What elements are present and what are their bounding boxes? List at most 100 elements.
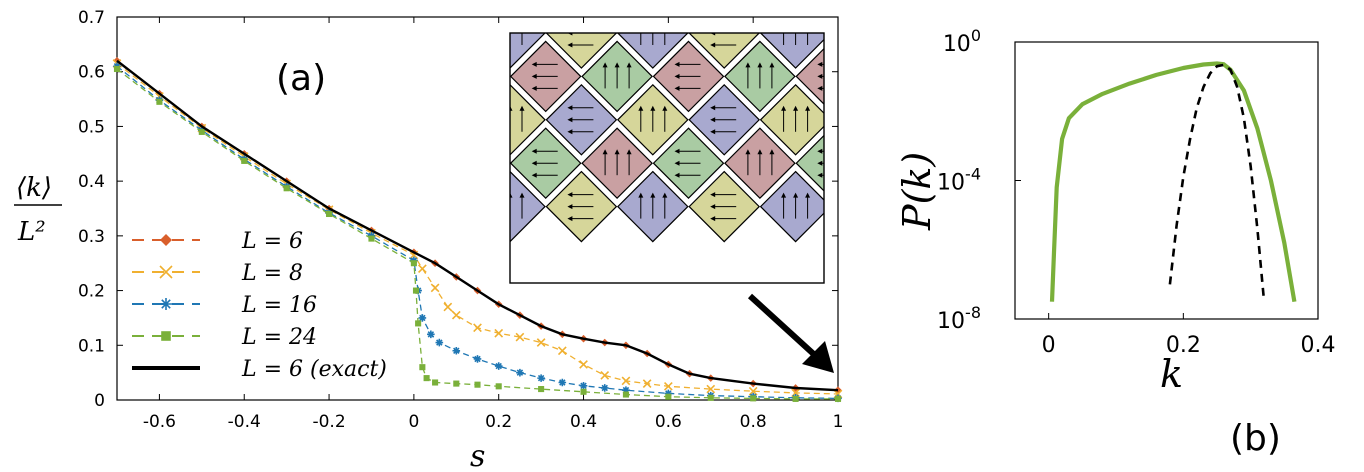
data-point bbox=[622, 391, 629, 398]
lattice-arrow-head bbox=[710, 117, 716, 123]
legend-marker bbox=[160, 298, 172, 310]
lattice-arrow-head bbox=[817, 172, 823, 178]
series-3 bbox=[113, 65, 842, 402]
lattice-arrow-head bbox=[425, 129, 430, 134]
lattice-tile bbox=[868, 0, 938, 25]
lattice-arrow-head bbox=[781, 105, 787, 111]
lattice-arrow-head bbox=[710, 204, 716, 210]
lattice-arrow-head bbox=[793, 19, 798, 24]
lattice-arrow-head bbox=[781, 192, 787, 198]
lattice-arrow-head bbox=[710, 105, 716, 111]
lattice-arrow-head bbox=[472, 149, 477, 154]
lattice-arrow-head bbox=[602, 149, 608, 155]
lattice-arrow-head bbox=[602, 62, 608, 68]
y-tick-label: 0.3 bbox=[78, 227, 105, 247]
y-tick-label: 0.5 bbox=[78, 117, 105, 137]
lattice-arrow-head bbox=[531, 85, 537, 91]
lattice-arrow-head bbox=[817, 61, 823, 67]
data-point bbox=[495, 383, 502, 390]
lattice-tile bbox=[759, 170, 824, 243]
lattice-arrow-head bbox=[757, 149, 763, 155]
lattice-arrow-head bbox=[853, 117, 858, 122]
lattice-arrow-head bbox=[853, 31, 858, 36]
lattice-arrow-head bbox=[769, 62, 775, 68]
data-point bbox=[494, 328, 504, 338]
y-tick-label: 0.4 bbox=[78, 172, 105, 192]
lattice-arrow-head bbox=[638, 19, 643, 24]
lattice-tile bbox=[688, 33, 761, 69]
lattice-tile bbox=[511, 0, 581, 25]
data-point bbox=[600, 384, 609, 392]
legend-marker bbox=[159, 265, 173, 279]
x-tick-label: 0 bbox=[408, 412, 419, 432]
panel-b-series-1 bbox=[1168, 63, 1266, 302]
lattice-arrow-head bbox=[496, 106, 501, 111]
lattice-arrow-head bbox=[567, 105, 573, 111]
data-point bbox=[600, 371, 610, 380]
lattice-arrow-head bbox=[638, 192, 644, 198]
data-point bbox=[663, 381, 673, 391]
data-point bbox=[494, 362, 503, 370]
lattice-arrow-head bbox=[745, 149, 751, 155]
lattice-arrow-head bbox=[710, 19, 715, 24]
data-point bbox=[432, 379, 439, 386]
lattice-arrow-head bbox=[674, 160, 680, 166]
panel-a-legend: L = 6 L = 8 L = 16 L = 24 L = 6 (exact) bbox=[132, 229, 387, 382]
lattice-tile bbox=[832, 172, 902, 242]
data-point bbox=[423, 375, 430, 382]
lattice-tile bbox=[868, 41, 938, 111]
data-point bbox=[427, 330, 435, 339]
x-tick-label: -0.4 bbox=[228, 412, 261, 432]
lattice-arrow-head bbox=[888, 62, 893, 67]
lattice-arrow-head bbox=[662, 19, 667, 24]
lattice-arrow-head bbox=[567, 129, 573, 135]
data-point bbox=[368, 235, 375, 242]
data-point bbox=[430, 283, 440, 293]
lattice-tile bbox=[832, 85, 902, 155]
data-point bbox=[452, 346, 461, 355]
lattice-arrow-head bbox=[484, 62, 489, 67]
data-point bbox=[537, 374, 545, 382]
data-point bbox=[558, 378, 567, 387]
y-tick-base: 10 bbox=[937, 309, 965, 334]
lattice-tile bbox=[796, 0, 866, 25]
lattice-arrow-head bbox=[710, 216, 716, 222]
x-tick-label: 0.6 bbox=[655, 412, 682, 432]
lattice-arrow-head bbox=[425, 43, 430, 48]
data-point bbox=[418, 314, 427, 322]
lattice-tile bbox=[654, 0, 724, 25]
lattice-arrow-head bbox=[745, 62, 751, 68]
lattice-arrow-head bbox=[675, 0, 680, 4]
legend-marker bbox=[161, 331, 171, 341]
panel-a-label: (a) bbox=[276, 58, 326, 99]
data-point bbox=[664, 389, 673, 398]
y-tick-exponent: 0 bbox=[971, 26, 981, 45]
lattice-tile bbox=[759, 83, 824, 156]
lattice-arrow-head bbox=[472, 62, 477, 67]
lattice-arrow-head bbox=[853, 216, 858, 221]
panel-b-ylabel: P(k) bbox=[895, 152, 939, 231]
lattice-arrow-head bbox=[769, 149, 775, 155]
lattice-arrow-head bbox=[817, 0, 822, 4]
series-line bbox=[116, 59, 839, 392]
lattice-arrow-head bbox=[567, 204, 573, 210]
lattice-arrow-head bbox=[710, 129, 716, 135]
lattice-arrow-head bbox=[853, 129, 858, 134]
lattice-arrow-head bbox=[531, 160, 537, 166]
lattice-arrow-head bbox=[650, 19, 655, 24]
y-tick-exponent: -4 bbox=[965, 165, 981, 184]
lattice-arrow-head bbox=[496, 193, 501, 198]
x-tick-label: 0.2 bbox=[1166, 333, 1201, 358]
lattice-arrow-head bbox=[710, 42, 716, 48]
data-point bbox=[198, 128, 205, 135]
data-point bbox=[417, 264, 427, 274]
lattice-arrow-head bbox=[508, 19, 513, 24]
lattice-tile bbox=[510, 170, 546, 243]
data-point bbox=[706, 384, 716, 394]
lattice-arrow-head bbox=[531, 148, 537, 154]
y-tick-label: 0.6 bbox=[78, 63, 105, 83]
lattice-arrow-head bbox=[888, 149, 893, 154]
data-point bbox=[326, 210, 333, 218]
lattice-arrow-head bbox=[519, 105, 525, 111]
